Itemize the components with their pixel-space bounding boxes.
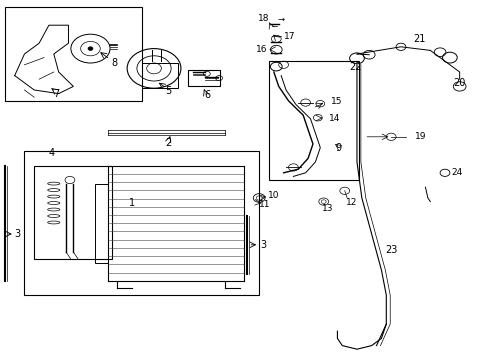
Text: 9: 9 — [335, 143, 341, 153]
Text: 1: 1 — [129, 198, 135, 208]
Text: 22: 22 — [348, 62, 361, 72]
Text: 15: 15 — [330, 97, 342, 106]
Text: 8: 8 — [112, 58, 118, 68]
Text: 17: 17 — [284, 32, 295, 41]
Bar — [34, 166, 112, 259]
Text: 20: 20 — [452, 78, 465, 88]
Text: 3: 3 — [260, 240, 265, 250]
Text: 10: 10 — [267, 191, 279, 199]
Text: 2: 2 — [165, 138, 171, 148]
Text: 16: 16 — [255, 45, 267, 54]
Text: 21: 21 — [412, 33, 425, 44]
Bar — [142, 63, 178, 88]
Text: 13: 13 — [321, 204, 333, 213]
Circle shape — [88, 47, 93, 50]
Text: 4: 4 — [48, 148, 54, 158]
Text: 18: 18 — [258, 14, 269, 23]
Text: 23: 23 — [384, 245, 397, 255]
Text: 12: 12 — [346, 198, 357, 207]
Text: 11: 11 — [259, 200, 270, 209]
Bar — [268, 61, 359, 180]
Bar — [95, 184, 107, 263]
Text: 3: 3 — [14, 229, 20, 239]
Bar — [24, 151, 259, 295]
Text: →: → — [277, 15, 284, 24]
Text: 5: 5 — [165, 86, 171, 96]
Text: 7: 7 — [53, 89, 59, 99]
Text: 6: 6 — [204, 90, 210, 100]
Text: 14: 14 — [328, 114, 340, 122]
Bar — [188, 70, 220, 86]
Text: 19: 19 — [414, 132, 426, 141]
Text: 24: 24 — [450, 168, 462, 177]
Bar — [5, 7, 142, 101]
